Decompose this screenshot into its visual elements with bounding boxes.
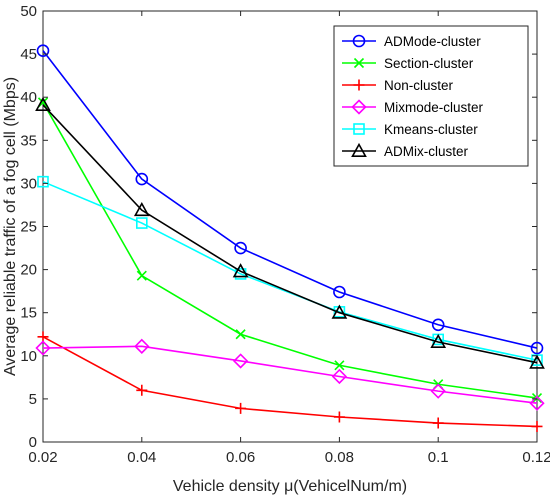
data-point xyxy=(334,360,345,371)
data-point xyxy=(37,175,49,188)
series-line xyxy=(42,336,538,428)
ticks-layer: 0 5 10 15 20 25 30 35 40 45 50 0.02 0.04 0.06 0.08 0.1 0… xyxy=(20,3,550,466)
legend-label: Mixmode-cluster xyxy=(384,100,484,115)
legend-marker xyxy=(351,142,367,157)
x-tick-label: 0.08 xyxy=(325,449,354,466)
data-point xyxy=(135,172,149,186)
y-tick-label: 5 xyxy=(29,391,37,408)
data-point xyxy=(35,96,51,111)
series-line xyxy=(42,50,538,349)
data-point xyxy=(133,201,150,217)
data-point xyxy=(235,329,246,340)
data-point xyxy=(331,368,348,385)
data-point xyxy=(529,395,545,411)
data-point xyxy=(234,241,247,255)
data-point xyxy=(235,402,247,414)
legend-item: Kmeans-cluster xyxy=(342,122,478,137)
x-tick-label: 0.1 xyxy=(428,449,449,466)
legend-item: Non-cluster xyxy=(342,78,454,93)
data-point xyxy=(136,384,148,396)
data-point xyxy=(134,338,150,354)
legend: ADMode-cluster Section-cluster Non-cluster… xyxy=(333,25,529,167)
data-point xyxy=(530,341,544,355)
legend-box xyxy=(333,25,529,167)
x-tick-label: 0.04 xyxy=(127,449,156,466)
data-point xyxy=(136,217,148,229)
data-point xyxy=(36,44,50,57)
series-layer xyxy=(35,44,545,432)
data-point xyxy=(531,392,543,404)
x-tick-label: 0.02 xyxy=(28,449,57,466)
data-point xyxy=(232,263,249,278)
legend-marker xyxy=(351,99,367,115)
series-line xyxy=(42,101,538,399)
series-admix-cluster xyxy=(35,96,545,369)
legend-marker xyxy=(352,34,366,48)
x-axis-label: Vehicle density μ(VehicelNum/m) xyxy=(173,478,407,495)
series-line xyxy=(42,345,538,405)
data-point xyxy=(432,417,444,429)
data-point xyxy=(35,340,51,356)
x-tick-label: 0.12 xyxy=(522,449,550,466)
data-point xyxy=(431,318,445,332)
legend-label: ADMix-cluster xyxy=(384,144,469,159)
data-point xyxy=(430,383,446,399)
legend-label: ADMode-cluster xyxy=(384,34,481,49)
data-point xyxy=(331,304,348,319)
series-line xyxy=(42,104,538,364)
legend-label: Non-cluster xyxy=(384,78,454,93)
y-axis-label: Average reliable traffic of a fog cell (… xyxy=(2,77,19,376)
data-point xyxy=(529,354,545,369)
y-tick-label: 0 xyxy=(29,434,37,451)
y-tick-label: 45 xyxy=(20,46,37,63)
legend-item: Mixmode-cluster xyxy=(342,99,484,115)
legend-item: ADMix-cluster xyxy=(342,142,469,159)
y-tick-label: 40 xyxy=(20,89,37,106)
data-point xyxy=(136,270,147,281)
y-tick-label: 20 xyxy=(20,262,37,279)
data-point xyxy=(232,353,249,369)
y-tick-label: 30 xyxy=(20,175,37,192)
series-admode-cluster xyxy=(36,44,544,355)
data-point xyxy=(531,420,543,432)
legend-marker xyxy=(353,123,365,135)
legend-label: Section-cluster xyxy=(384,56,474,71)
legend-label: Kmeans-cluster xyxy=(384,122,478,137)
legend-item: ADMode-cluster xyxy=(342,34,481,49)
data-point xyxy=(430,333,447,349)
legend-item: Section-cluster xyxy=(342,56,474,71)
y-tick-label: 50 xyxy=(20,3,37,20)
y-tick-label: 25 xyxy=(20,219,37,236)
y-tick-label: 35 xyxy=(20,132,37,149)
legend-marker xyxy=(353,57,365,69)
x-tick-label: 0.06 xyxy=(226,449,255,466)
y-tick-label: 15 xyxy=(20,305,37,322)
y-tick-label: 10 xyxy=(20,348,37,365)
data-point xyxy=(333,411,345,423)
data-point xyxy=(333,285,346,299)
legend-marker xyxy=(353,79,365,91)
series-mixmode-cluster xyxy=(35,338,545,411)
